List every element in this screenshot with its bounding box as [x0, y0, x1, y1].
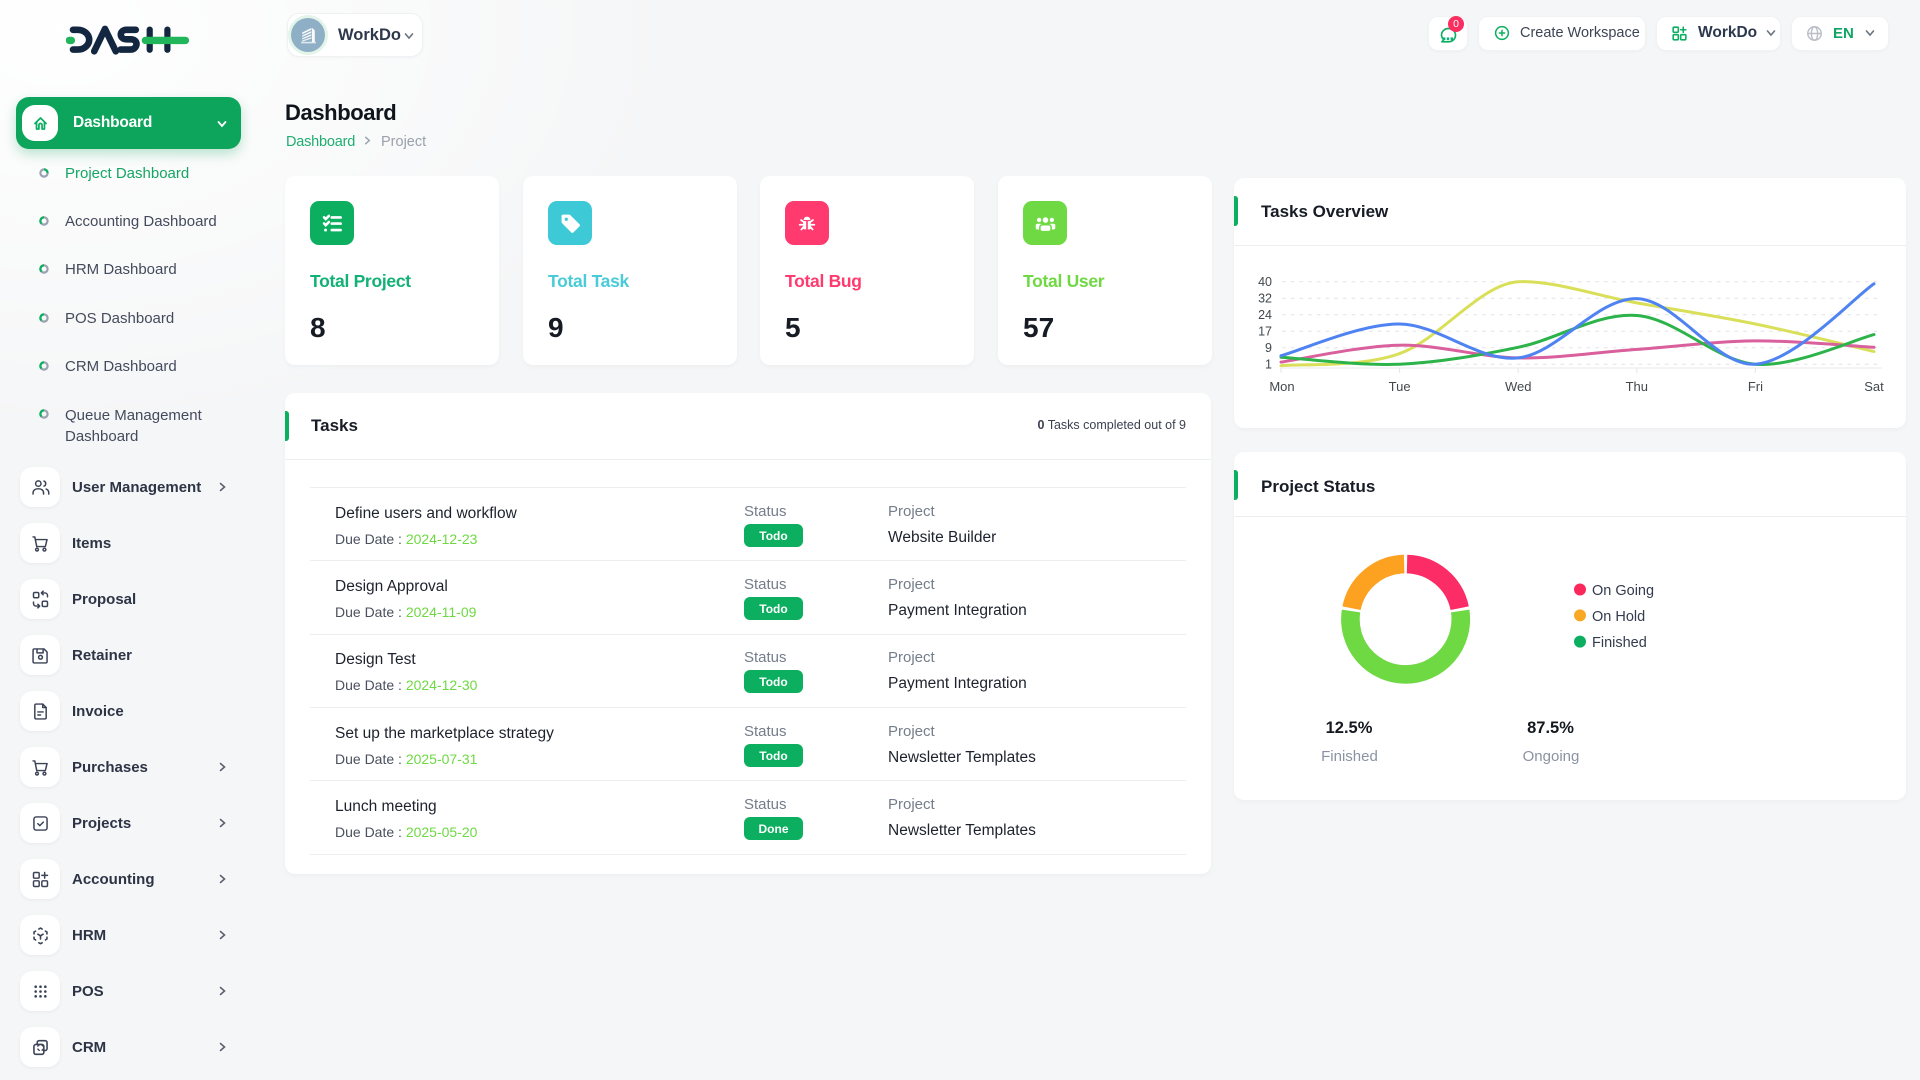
svg-text:Mon: Mon [1269, 379, 1294, 394]
svg-text:Wed: Wed [1505, 379, 1532, 394]
svg-text:Thu: Thu [1626, 379, 1648, 394]
svg-text:Sat: Sat [1864, 379, 1884, 394]
svg-text:Ongoing: Ongoing [1523, 748, 1580, 765]
svg-text:17: 17 [1258, 325, 1272, 339]
svg-text:Finished: Finished [1321, 748, 1378, 765]
svg-text:On Hold: On Hold [1592, 609, 1645, 625]
svg-text:87.5%: 87.5% [1527, 719, 1574, 737]
svg-text:Fri: Fri [1748, 379, 1763, 394]
svg-text:9: 9 [1265, 341, 1272, 355]
svg-text:1: 1 [1265, 358, 1272, 372]
svg-text:32: 32 [1258, 292, 1272, 306]
svg-text:Finished: Finished [1592, 635, 1647, 651]
svg-text:12.5%: 12.5% [1326, 719, 1373, 737]
svg-text:Tue: Tue [1389, 379, 1411, 394]
svg-text:24: 24 [1258, 308, 1272, 322]
svg-text:On Going: On Going [1592, 583, 1654, 599]
svg-text:40: 40 [1258, 275, 1272, 289]
